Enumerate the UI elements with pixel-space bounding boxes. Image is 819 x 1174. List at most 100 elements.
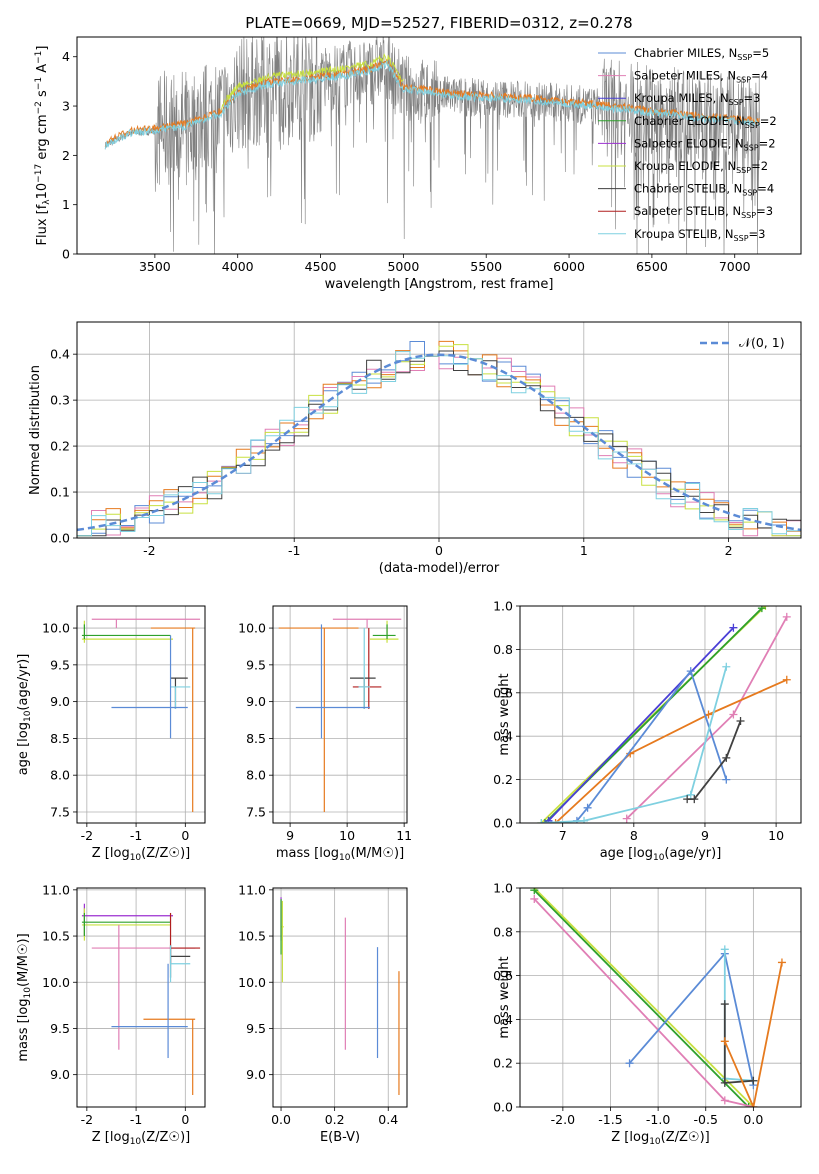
y-axis-label: mass [log10(M/M☉)]: [16, 933, 33, 1061]
histogram-step: [77, 355, 801, 537]
y-tick-label: 1.0: [493, 599, 513, 614]
y-tick-label: 10.5: [42, 929, 70, 944]
x-label-part: 10: [130, 1137, 142, 1147]
weight-marker: [782, 612, 791, 621]
weight-marker: [729, 710, 738, 719]
y-tick-label: 0.2: [50, 439, 70, 454]
weight-line: [533, 888, 755, 1107]
y-label-part: Flux [f: [35, 204, 50, 245]
x-tick-label: 8: [630, 828, 638, 843]
x-label-part: Z [log: [92, 1130, 130, 1145]
x-tick-label: -2: [81, 828, 93, 843]
legend-label: Salpeter MILES, N: [634, 69, 736, 83]
legend-count: =5: [752, 46, 769, 60]
x-axis-label: age [log10(age/yr)]: [600, 846, 722, 863]
weight-marker: [720, 1078, 729, 1087]
x-axis-label: mass [log10(M/M☉)]: [276, 846, 404, 863]
axes-frame: [272, 887, 408, 1108]
weight-line: [554, 678, 788, 823]
weight-marker: [720, 1037, 729, 1046]
x-tick-label: -0.5: [694, 1112, 718, 1127]
plot-area: [81, 903, 201, 1095]
weight-marker: [686, 667, 695, 676]
legend-entry: Salpeter STELIB, NSSP=3: [634, 204, 773, 220]
x-tick-label: -2.0: [551, 1112, 575, 1127]
weight-marker: [722, 662, 731, 671]
weight-marker: [530, 894, 539, 903]
x-label-part: 10: [649, 1137, 661, 1147]
legend-entry: Salpeter MILES, NSSP=4: [634, 69, 768, 85]
x-label-part: (M/M☉)]: [350, 846, 404, 861]
x-tick-label: 0.0: [743, 1112, 763, 1127]
y-tick-label: 0.3: [50, 393, 70, 408]
y-label-part: (M/M☉)]: [16, 933, 31, 987]
y-tick-label: 0.2: [493, 1056, 513, 1071]
legend-entry: Kroupa MILES, NSSP=3: [634, 91, 760, 107]
weight-marker: [537, 819, 546, 823]
y-label-part: age [log: [16, 722, 31, 775]
weight-marker: [583, 803, 592, 812]
weight-marker: [777, 958, 786, 967]
weight-marker: [749, 1076, 758, 1085]
x-tick-label: 6500: [636, 259, 668, 274]
legend-entry: Kroupa STELIB, NSSP=3: [634, 227, 765, 243]
residual-histogram-panel: -2 -1 0 1 2 0.0 0.1 0.2 0.3 0.4 (data-model)/error…: [28, 321, 802, 576]
plot-area: [537, 606, 791, 823]
x-tick-label: -1.5: [598, 1112, 622, 1127]
y-label-part: ]: [35, 46, 50, 51]
legend-label: Salpeter STELIB, N: [634, 204, 741, 218]
legend-sub: SSP: [742, 189, 757, 198]
weight-marker: [720, 1000, 729, 1009]
legend-count: =3: [749, 227, 766, 241]
weight-line: [547, 627, 735, 822]
plot-area: [104, 37, 760, 254]
y-label-part: s: [35, 90, 50, 101]
x-label-part: (Z/Z☉)]: [141, 1130, 190, 1145]
x-tick-label: 4000: [222, 259, 254, 274]
y-label-part: mass weight: [497, 673, 512, 755]
plot-area: [530, 888, 786, 1107]
legend-entry: Chabrier STELIB, NSSP=4: [634, 182, 774, 198]
legend-sub: SSP: [744, 143, 759, 152]
x-tick-label: 1: [580, 543, 588, 558]
legend-label: Salpeter ELODIE, N: [634, 136, 744, 150]
legend-entry: 𝒩(0, 1): [739, 335, 785, 350]
x-label-part: 10: [130, 853, 142, 863]
y-tick-label: 0.4: [493, 1012, 513, 1027]
axes-frame: [76, 887, 206, 1108]
y-tick-label: 9.5: [246, 657, 266, 672]
legend-sub: SSP: [736, 166, 751, 175]
weight-marker: [744, 1103, 753, 1107]
axes-frame: [76, 605, 206, 824]
y-label-part: Normed distribution: [28, 365, 43, 495]
x-tick-label: 0.4: [378, 1112, 398, 1127]
weight-marker: [749, 1103, 758, 1107]
spectrum-panel: 3500 4000 4500 5000 5500 6000 6500 7000 0 1 2 3 4 PLA…: [34, 14, 802, 292]
model-spectrum: [220, 52, 404, 110]
weight-marker: [720, 1096, 729, 1105]
age-vs-metallicity-panel: -2 -1 07.58.08.59.09.510.0Z [log10(Z/Z☉)]a…: [16, 605, 206, 863]
x-axis-label: E(B-V): [320, 1130, 360, 1145]
x-tick-label: -1: [130, 1112, 142, 1127]
mass-weight-vs-age-panel: 7 8 9 10 0.0 0.2 0.4 0.6 0.8 1.0 mass weight age [l…: [493, 599, 802, 863]
chart-title: PLATE=0669, MJD=52527, FIBERID=0312, z=0…: [245, 14, 632, 32]
weight-marker: [729, 623, 738, 632]
y-label-part: −2: [34, 101, 44, 114]
weight-marker: [782, 675, 791, 684]
legend-count: =4: [757, 182, 774, 196]
y-tick-label: 9.0: [50, 694, 70, 709]
legend-sub: SSP: [737, 53, 752, 62]
x-tick-label: 0: [181, 1112, 189, 1127]
y-tick-label: 0.1: [50, 485, 70, 500]
y-tick-label: 0.6: [493, 685, 513, 700]
x-tick-label: 0: [435, 543, 443, 558]
legend-entry: Kroupa ELODIE, NSSP=2: [634, 159, 768, 175]
y-tick-label: 0.0: [493, 816, 513, 831]
x-tick-label: 3500: [139, 259, 171, 274]
legend-label: Chabrier ELODIE, N: [634, 114, 745, 128]
weight-line: [541, 666, 728, 823]
y-label-part: mass [log: [16, 998, 31, 1061]
x-axis-label: Z [log10(Z/Z☉)]: [92, 1130, 190, 1147]
legend-label: Kroupa ELODIE, N: [634, 159, 736, 173]
